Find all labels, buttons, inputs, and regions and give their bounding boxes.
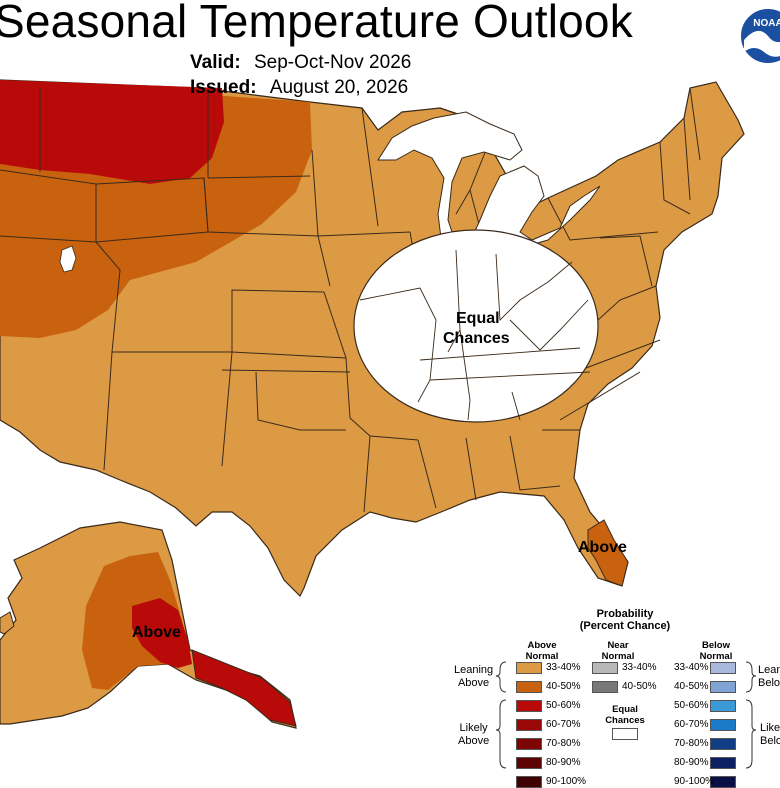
above-range-label: 40-50%	[546, 681, 581, 692]
above-swatch	[516, 662, 542, 674]
likely-above-line1: Likely	[459, 722, 488, 734]
florida-above-label: Above	[578, 539, 627, 556]
legend-brackets-right	[745, 661, 756, 769]
below-range-label: 40-50%	[674, 681, 709, 692]
below-head-1: Below	[702, 640, 730, 651]
below-range-label: 60-70%	[674, 719, 709, 730]
below-swatch	[710, 738, 736, 750]
legend-title-line1: Probability	[596, 608, 654, 620]
below-range-label: 50-60%	[674, 700, 709, 711]
below-swatch	[710, 700, 736, 712]
equal-chances-region	[353, 229, 599, 423]
leaning-above-line2: Above	[457, 677, 490, 689]
below-head-2: Normal	[699, 651, 733, 662]
leaning-below-label: Lean Belo	[758, 664, 780, 690]
likely-below-line1: Like	[760, 722, 780, 734]
above-range-label: 50-60%	[546, 700, 581, 711]
below-range-label: 33-40%	[674, 662, 709, 673]
above-range-label: 90-100%	[546, 776, 587, 787]
noaa-logo-text: NOAA	[753, 18, 780, 29]
alaska-above-label: Above	[132, 624, 181, 641]
below-swatch	[710, 681, 736, 693]
northwest-likely-50-60-region	[0, 80, 224, 184]
likely-below-label: Like Belo	[760, 722, 780, 748]
noaa-logo: NOAA	[739, 7, 780, 65]
legend-below-head: Below Normal	[690, 640, 742, 662]
above-range-label: 70-80%	[546, 738, 581, 749]
legend-above-head: Above Normal	[516, 640, 568, 662]
above-head-2: Normal	[525, 651, 559, 662]
alaska-panhandle-likely-50-60	[191, 649, 297, 727]
above-swatch	[516, 700, 542, 712]
below-swatch	[710, 719, 736, 731]
equal-chances-label-2: Chances	[443, 330, 510, 347]
legend-near-head: Near Normal	[592, 640, 644, 662]
equal-head-2: Chances	[605, 715, 645, 726]
equal-chances-swatch	[612, 728, 638, 740]
below-range-label: 80-90%	[674, 757, 709, 768]
legend-brackets	[496, 661, 507, 769]
legend-title: Probability (Percent Chance)	[560, 608, 690, 632]
legend-title-line2: (Percent Chance)	[579, 620, 671, 632]
near-range-label: 40-50%	[622, 681, 657, 692]
above-swatch	[516, 681, 542, 693]
above-head-1: Above	[527, 640, 557, 651]
likely-above-label: Likely Above	[458, 722, 489, 748]
above-range-label: 80-90%	[546, 757, 581, 768]
aleutian-islands	[0, 611, 15, 635]
equal-chances-label-1: Equal	[456, 310, 500, 327]
valid-label: Valid:	[190, 52, 241, 73]
above-range-label: 33-40%	[546, 662, 581, 673]
above-swatch	[516, 757, 542, 769]
likely-above-line2: Above	[458, 735, 490, 747]
near-head-1: Near	[607, 640, 629, 651]
legend-equal-head: Equal Chances	[598, 704, 652, 726]
below-range-label: 90-100%	[674, 776, 715, 787]
below-swatch	[710, 757, 736, 769]
below-range-label: 70-80%	[674, 738, 709, 749]
valid-line: Valid: Sep-Oct-Nov 2026	[190, 52, 411, 74]
likely-below-line2: Belo	[760, 735, 780, 747]
near-swatch	[592, 681, 618, 693]
near-range-label: 33-40%	[622, 662, 657, 673]
above-swatch	[516, 719, 542, 731]
below-swatch	[710, 662, 736, 674]
leaning-above-line1: Leaning	[454, 664, 494, 676]
leaning-above-label: Leaning Above	[454, 664, 493, 690]
issued-line: Issued: August 20, 2026	[190, 77, 408, 99]
valid-value: Sep-Oct-Nov 2026	[253, 52, 412, 73]
great-salt-lake	[59, 245, 77, 273]
near-swatch	[592, 662, 618, 674]
page-title: Seasonal Temperature Outlook	[0, 0, 633, 47]
leaning-below-line1: Lean	[758, 664, 780, 676]
near-head-2: Normal	[601, 651, 635, 662]
alaska-likely-50-60-region	[132, 598, 192, 668]
leaning-below-line2: Belo	[758, 677, 780, 689]
issued-value: August 20, 2026	[269, 77, 409, 98]
above-range-label: 60-70%	[546, 719, 581, 730]
florida-lean-40-50-region	[587, 519, 629, 587]
above-swatch	[516, 776, 542, 788]
issued-label: Issued:	[190, 77, 257, 98]
above-swatch	[516, 738, 542, 750]
equal-head-1: Equal	[612, 704, 638, 715]
equal-chances-state-lines	[359, 249, 591, 421]
